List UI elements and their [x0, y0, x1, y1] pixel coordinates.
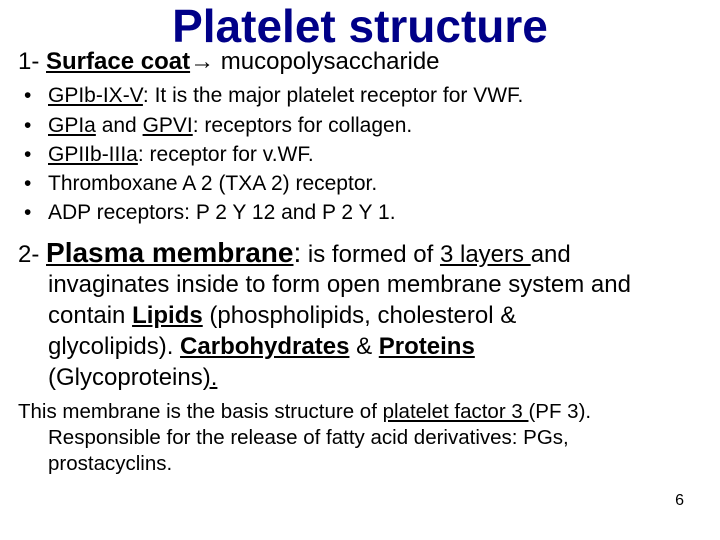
- line: invaginates inside to form open membrane…: [48, 270, 702, 301]
- t: ).: [203, 364, 218, 391]
- sec2-num: 2-: [18, 241, 39, 268]
- line: prostacyclins.: [48, 451, 702, 477]
- line: contain Lipids (phospholipids, cholester…: [48, 301, 702, 332]
- desc: : It is the major platelet receptor for …: [143, 84, 523, 107]
- list-item: GPIa and GPVI: receptors for collagen.: [18, 113, 702, 139]
- line: glycolipids). Carbohydrates & Proteins: [48, 332, 702, 363]
- desc: : receptor for v.WF.: [138, 143, 314, 166]
- layers: 3 layers: [440, 241, 531, 268]
- bullet-list: GPIb-IX-V: It is the major platelet rece…: [18, 83, 702, 226]
- t: invaginates inside to form open membrane…: [48, 271, 631, 298]
- term: GPIa: [48, 114, 96, 137]
- t: glycolipids).: [48, 333, 180, 360]
- list-item: Thromboxane A 2 (TXA 2) receptor.: [18, 171, 702, 197]
- t: and: [531, 241, 571, 268]
- term: GPIb-IX-V: [48, 84, 143, 107]
- term: GPIIb-IIIa: [48, 143, 138, 166]
- t: contain: [48, 302, 132, 329]
- sec1-num: 1-: [18, 48, 39, 75]
- mid: and: [96, 114, 143, 137]
- list-item: GPIIb-IIIa: receptor for v.WF.: [18, 142, 702, 168]
- sec2-label: Plasma membrane: [46, 237, 293, 268]
- section-1-heading: 1- Surface coat→ mucopolysaccharide: [18, 48, 702, 76]
- t: is formed of: [301, 241, 440, 268]
- term: platelet factor 3: [383, 400, 529, 423]
- t: This membrane is the basis structure of: [18, 400, 383, 423]
- line: Responsible for the release of fatty aci…: [48, 425, 702, 451]
- desc: : receptors for collagen.: [193, 114, 412, 137]
- section-2-body: 2- Plasma membrane: is formed of 3 layer…: [18, 235, 702, 394]
- term: Proteins: [379, 333, 475, 360]
- desc: ADP receptors: P 2 Y 12 and P 2 Y 1.: [48, 201, 396, 224]
- paragraph-3: This membrane is the basis structure of …: [18, 399, 702, 476]
- page-number: 6: [675, 492, 684, 510]
- term: GPVI: [143, 114, 193, 137]
- sec1-rest: mucopolysaccharide: [221, 48, 440, 75]
- t: (Glycoproteins: [48, 364, 203, 391]
- list-item: ADP receptors: P 2 Y 12 and P 2 Y 1.: [18, 200, 702, 226]
- line: (Glycoproteins).: [48, 363, 702, 394]
- desc: Thromboxane A 2 (TXA 2) receptor.: [48, 172, 377, 195]
- arrow-icon: →: [190, 48, 214, 75]
- slide-title: Platelet structure: [18, 2, 702, 50]
- term: Carbohydrates: [180, 333, 349, 360]
- t: &: [349, 333, 378, 360]
- t: (PF 3).: [528, 400, 591, 423]
- term: Lipids: [132, 302, 203, 329]
- list-item: GPIb-IX-V: It is the major platelet rece…: [18, 83, 702, 109]
- sec1-label: Surface coat: [46, 48, 190, 75]
- slide: Platelet structure 1- Surface coat→ muco…: [0, 0, 720, 476]
- t: (phospholipids, cholesterol &: [203, 302, 517, 329]
